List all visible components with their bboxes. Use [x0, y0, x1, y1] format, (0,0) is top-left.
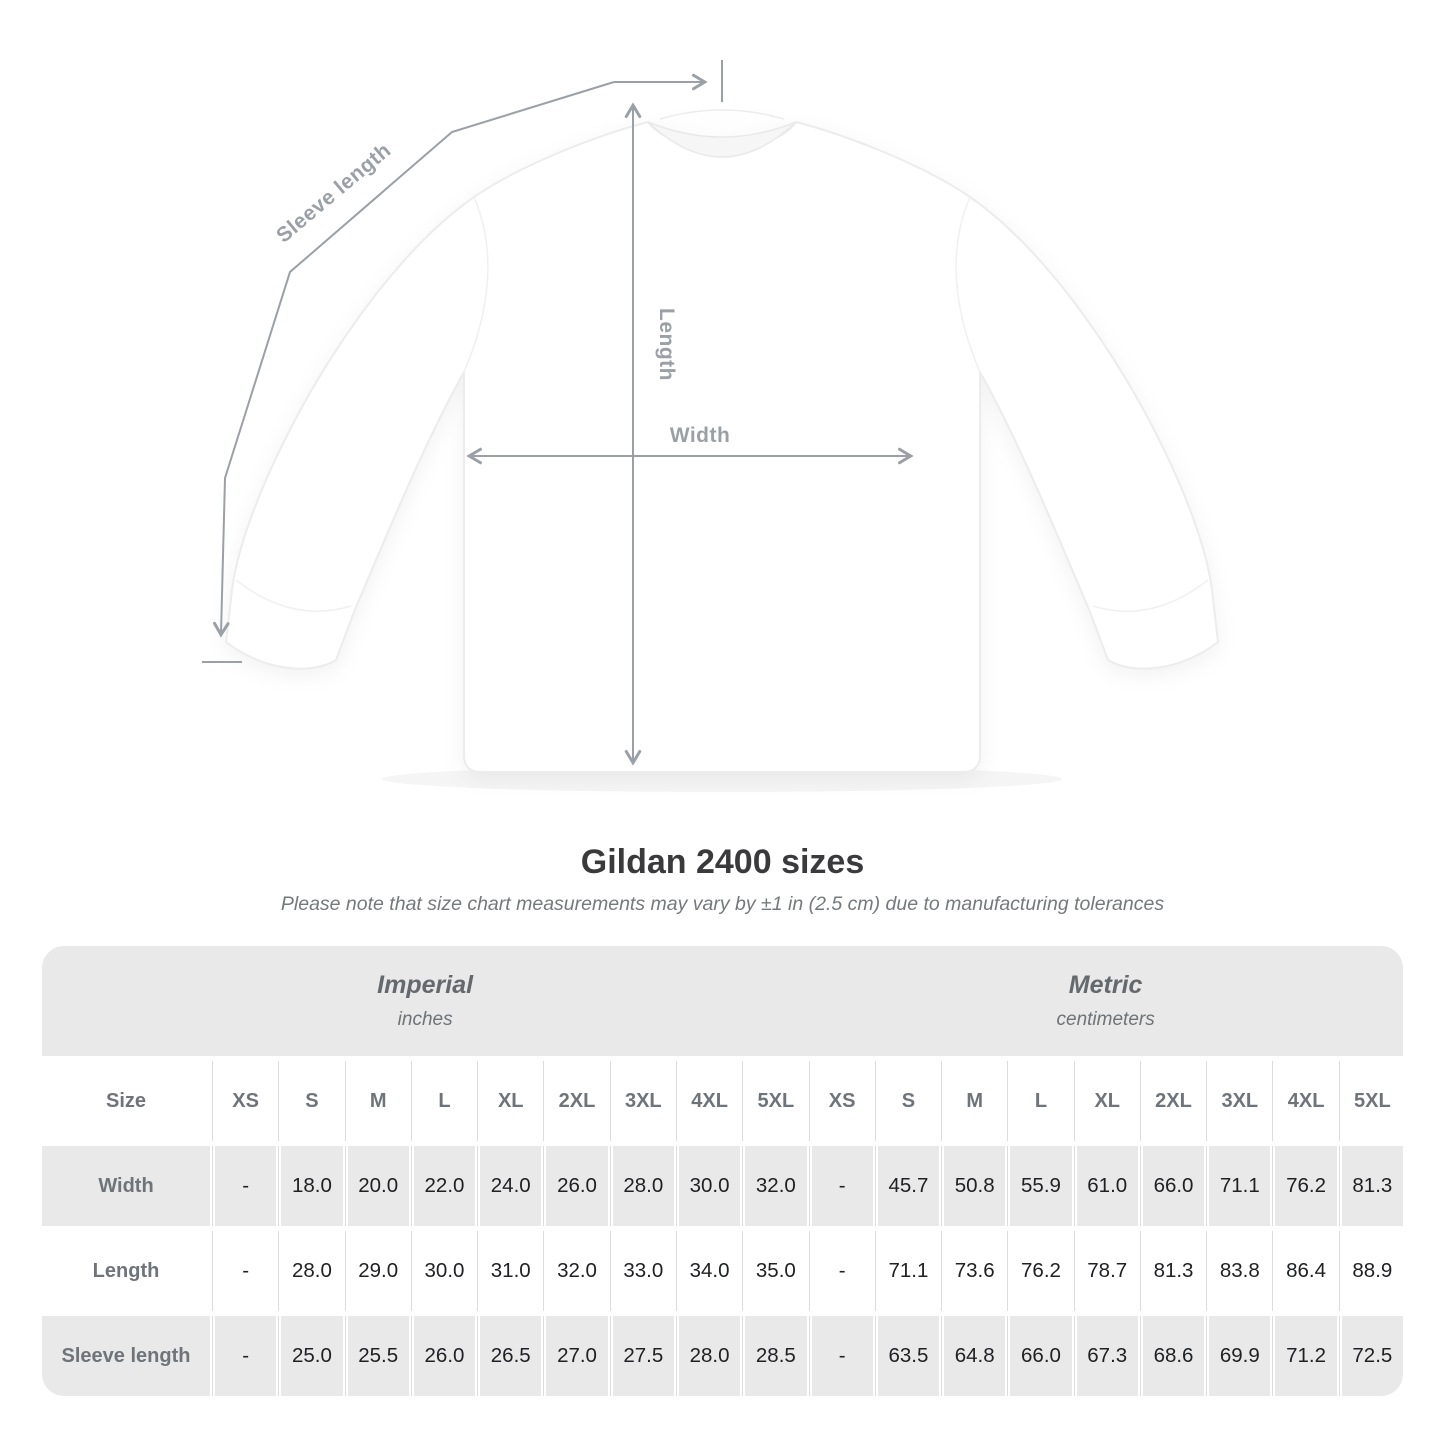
- imperial-value-cell: -: [211, 1146, 277, 1226]
- metric-value-cell: 83.8: [1206, 1231, 1271, 1311]
- metric-value-cell: 72.5: [1338, 1316, 1403, 1396]
- imperial-value-cell: 20.0: [344, 1146, 409, 1226]
- imperial-value-cell: 28.0: [609, 1146, 674, 1226]
- metric-size-header: 5XL: [1338, 1061, 1403, 1141]
- metric-size-header: XL: [1073, 1061, 1138, 1141]
- imperial-value-cell: 31.0: [477, 1231, 542, 1311]
- page-title: Gildan 2400 sizes: [580, 843, 865, 881]
- imperial-size-header: L: [410, 1061, 476, 1141]
- imperial-value-cell: 18.0: [278, 1146, 343, 1226]
- metric-value-cell: 63.5: [874, 1316, 940, 1396]
- metric-value-cell: -: [808, 1316, 873, 1396]
- metric-size-header: M: [941, 1061, 1006, 1141]
- imperial-size-header: XS: [211, 1061, 277, 1141]
- long-sleeve-shirt-illustration: Sleeve length Length Width: [202, 60, 1220, 773]
- imperial-value-cell: 32.0: [742, 1146, 807, 1226]
- metric-size-header: XS: [808, 1061, 873, 1141]
- imperial-size-header: XL: [477, 1061, 542, 1141]
- metric-title: Metric: [1068, 971, 1143, 999]
- imperial-value-cell: 28.0: [278, 1231, 343, 1311]
- metric-value-cell: 50.8: [941, 1146, 1006, 1226]
- imperial-value-cell: 35.0: [742, 1231, 807, 1311]
- metric-subtitle: centimeters: [1056, 1009, 1155, 1030]
- imperial-title: Imperial: [377, 971, 474, 999]
- imperial-value-cell: 26.0: [543, 1146, 608, 1226]
- sleeve-length-label: Sleeve length: [272, 139, 395, 248]
- shirt-diagram: Sleeve length Length Width: [202, 60, 1220, 773]
- metric-value-cell: 68.6: [1139, 1316, 1205, 1396]
- imperial-size-header: S: [278, 1061, 343, 1141]
- imperial-value-cell: 28.5: [742, 1316, 807, 1396]
- metric-value-cell: -: [808, 1146, 873, 1226]
- shirt-collar: [647, 121, 797, 158]
- imperial-value-cell: 27.0: [543, 1316, 608, 1396]
- metric-value-cell: 66.0: [1139, 1146, 1205, 1226]
- imperial-size-header: 5XL: [742, 1061, 807, 1141]
- metric-size-header: 3XL: [1206, 1061, 1271, 1141]
- imperial-value-cell: -: [211, 1231, 277, 1311]
- imperial-value-cell: -: [211, 1316, 277, 1396]
- metric-size-header: S: [874, 1061, 940, 1141]
- imperial-size-header: M: [344, 1061, 409, 1141]
- imperial-value-cell: 33.0: [609, 1231, 674, 1311]
- metric-value-cell: 73.6: [941, 1231, 1006, 1311]
- metric-value-cell: 61.0: [1073, 1146, 1138, 1226]
- metric-value-cell: 64.8: [941, 1316, 1006, 1396]
- metric-value-cell: 76.2: [1272, 1146, 1337, 1226]
- size-grid: Size XS S M L XL 2XL 3XL 4XL 5XL XS S M L XL 2XL 3XL 4XL 5…: [42, 1061, 1403, 1396]
- imperial-value-cell: 25.0: [278, 1316, 343, 1396]
- imperial-value-cell: 30.0: [410, 1231, 476, 1311]
- metric-header: Metric centimeters: [808, 946, 1403, 1056]
- metric-value-cell: 81.3: [1139, 1231, 1205, 1311]
- metric-value-cell: 66.0: [1007, 1316, 1072, 1396]
- metric-value-cell: 81.3: [1338, 1146, 1403, 1226]
- imperial-value-cell: 26.5: [477, 1316, 542, 1396]
- imperial-size-header: 2XL: [543, 1061, 608, 1141]
- metric-size-header: 2XL: [1139, 1061, 1205, 1141]
- unit-band: Imperial inches Metric centimeters: [42, 946, 1403, 1056]
- metric-value-cell: 71.2: [1272, 1316, 1337, 1396]
- imperial-value-cell: 30.0: [675, 1146, 741, 1226]
- size-header-cell: Size: [42, 1061, 210, 1141]
- imperial-size-header: 3XL: [609, 1061, 674, 1141]
- width-label: Width: [670, 424, 731, 447]
- imperial-value-cell: 32.0: [543, 1231, 608, 1311]
- imperial-value-cell: 26.0: [410, 1316, 476, 1396]
- metric-size-header: L: [1007, 1061, 1072, 1141]
- sleeve-length-measure: [202, 60, 723, 663]
- metric-value-cell: 55.9: [1007, 1146, 1072, 1226]
- imperial-value-cell: 29.0: [344, 1231, 409, 1311]
- imperial-value-cell: 27.5: [609, 1316, 674, 1396]
- metric-value-cell: 71.1: [874, 1231, 940, 1311]
- shirt-body: [224, 109, 1220, 773]
- metric-value-cell: -: [808, 1231, 873, 1311]
- metric-size-header: 4XL: [1272, 1061, 1337, 1141]
- imperial-header: Imperial inches: [42, 946, 808, 1056]
- row-label: Width: [42, 1146, 210, 1226]
- imperial-value-cell: 25.5: [344, 1316, 409, 1396]
- metric-value-cell: 69.9: [1206, 1316, 1271, 1396]
- imperial-value-cell: 28.0: [675, 1316, 741, 1396]
- imperial-size-header: 4XL: [675, 1061, 741, 1141]
- metric-value-cell: 45.7: [874, 1146, 940, 1226]
- size-table: Imperial inches Metric centimeters Size X…: [42, 946, 1403, 1396]
- metric-value-cell: 86.4: [1272, 1231, 1337, 1311]
- length-label: Length: [655, 308, 678, 381]
- page-subtitle: Please note that size chart measurements…: [280, 893, 1165, 915]
- metric-value-cell: 78.7: [1073, 1231, 1138, 1311]
- metric-value-cell: 88.9: [1338, 1231, 1403, 1311]
- metric-value-cell: 71.1: [1206, 1146, 1271, 1226]
- imperial-value-cell: 22.0: [410, 1146, 476, 1226]
- metric-value-cell: 76.2: [1007, 1231, 1072, 1311]
- imperial-subtitle: inches: [397, 1009, 453, 1030]
- row-label: Length: [42, 1231, 210, 1311]
- row-label: Sleeve length: [42, 1316, 210, 1396]
- imperial-value-cell: 24.0: [477, 1146, 542, 1226]
- imperial-value-cell: 34.0: [675, 1231, 741, 1311]
- metric-value-cell: 67.3: [1073, 1316, 1138, 1396]
